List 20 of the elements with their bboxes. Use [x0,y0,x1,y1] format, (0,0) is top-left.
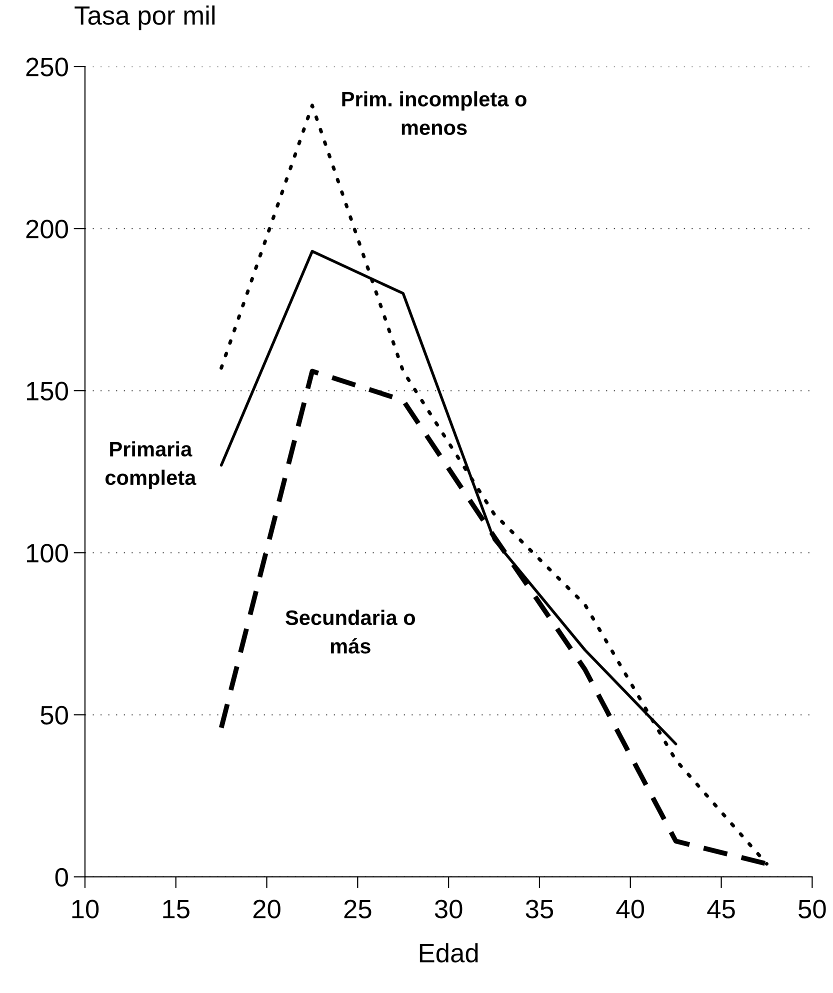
x-tick-label: 20 [253,900,280,918]
x-tick-label: 25 [344,900,372,918]
x-tick-label: 35 [526,900,554,918]
series-label: Secundaria o más [286,610,415,654]
x-tick-label: 10 [72,900,99,918]
series-label: Prim. incompleta o menos [342,91,526,135]
y-tick-label: 100 [26,544,68,563]
x-tick-label: 40 [616,900,644,918]
x-axis-title: Edad [420,943,478,962]
y-tick-label: 150 [26,382,68,400]
y-axis-title: Tasa por mil [74,5,215,30]
y-tick-label: 0 [55,868,68,887]
y-tick-label: 250 [26,58,68,76]
x-tick-label: 45 [707,900,735,918]
y-tick-label: 50 [40,706,68,725]
x-tick-label: 50 [798,900,826,918]
x-tick-label: 30 [434,900,462,918]
series-label: Primaria completa [106,441,196,490]
y-tick-label: 200 [26,220,68,238]
x-tick-label: 15 [163,900,190,918]
